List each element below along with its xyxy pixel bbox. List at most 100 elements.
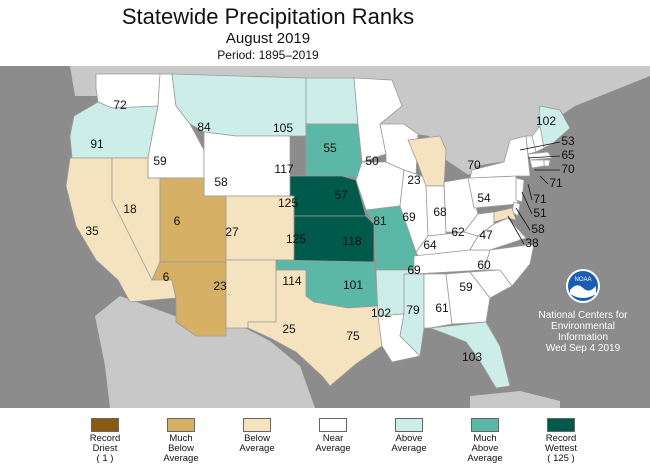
leader-line-rhode-island [539, 175, 549, 185]
leader-lines [507, 141, 561, 245]
leader-line-new-jersey [521, 191, 533, 215]
legend-item-much-below: Much Below Average [146, 418, 216, 464]
rank-label-michigan: 23 [407, 173, 421, 187]
rank-label-south-dakota: 117 [274, 162, 293, 176]
legend-swatch [471, 418, 499, 432]
state-south-dakota [305, 123, 363, 179]
rank-label-maryland: 38 [525, 236, 539, 250]
rank-label-missouri: 118 [342, 234, 361, 248]
state-iowa [355, 161, 405, 211]
legend-swatch [243, 418, 271, 432]
legend-label: Below Average [239, 433, 275, 454]
rank-label-illinois: 81 [373, 214, 387, 228]
rank-label-kansas: 125 [286, 232, 306, 246]
legend-swatch [395, 418, 423, 432]
state-georgia [445, 271, 491, 325]
legend-swatch [167, 418, 195, 432]
rank-label-new-hampshire: 53 [561, 134, 575, 148]
legend-label: Much Above Average [467, 433, 503, 464]
legend-label: Above Average [391, 433, 427, 454]
legend-item-below: Below Average [222, 418, 292, 454]
rank-label-washington: 72 [113, 98, 127, 112]
rank-label-connecticut: 71 [533, 192, 547, 206]
rank-label-wisconsin: 50 [365, 154, 379, 168]
states-layer [65, 73, 571, 389]
rank-label-arkansas: 101 [343, 278, 363, 292]
rank-label-massachusetts: 70 [561, 162, 575, 176]
rank-label-north-dakota: 105 [273, 121, 293, 135]
noaa-date: Wed Sep 4 2019 [545, 343, 621, 354]
legend-swatch [547, 418, 575, 432]
map-period: Period: 1895–2019 [217, 48, 319, 62]
map-panel: 72 91 35 59 18 84 58 6 6 27 23 105 117 125 125 114 25 55 5… [0, 66, 650, 408]
rank-label-oregon: 91 [90, 137, 104, 151]
map-subtitle: August 2019 [225, 30, 311, 47]
cuba-land [470, 391, 560, 408]
leader-line-vermont [527, 155, 561, 159]
rank-label-montana: 84 [197, 120, 211, 134]
legend-item-record-wettest: Record Wettest ( 125 ) [526, 418, 596, 464]
state-texas [247, 269, 383, 387]
rank-label-idaho: 59 [153, 154, 167, 168]
noaa-logo-text: NOAA [574, 277, 591, 283]
legend-swatch [319, 418, 347, 432]
state-maryland [493, 207, 517, 223]
legend-swatch [91, 418, 119, 432]
mexico-land [95, 296, 315, 408]
header: Statewide Precipitation Ranks August 201… [0, 0, 536, 63]
rank-label-colorado: 27 [225, 225, 239, 239]
rank-labels: 72 91 35 59 18 84 58 6 6 27 23 105 117 125 125 114 25 55 5… [85, 98, 575, 364]
leader-line-new-hampshire [519, 141, 561, 151]
noaa-credit: NOAA National Centers for Environmental … [520, 268, 646, 354]
state-vermont [525, 135, 537, 155]
rank-label-indiana: 69 [402, 210, 416, 224]
state-florida [429, 321, 511, 389]
leader-line-connecticut [527, 183, 533, 201]
rank-label-west-virginia: 62 [451, 225, 465, 239]
state-kansas [293, 215, 375, 263]
rank-label-minnesota: 55 [323, 141, 337, 155]
rank-label-nevada: 18 [123, 202, 137, 216]
rank-label-wyoming: 58 [214, 175, 228, 189]
rank-label-north-carolina: 60 [477, 258, 491, 272]
rank-label-tennessee: 69 [407, 263, 421, 277]
state-pennsylvania [467, 175, 519, 209]
legend-label: Record Driest ( 1 ) [89, 433, 121, 464]
noaa-line2: Environmental [551, 321, 615, 332]
rank-label-california: 35 [85, 224, 99, 238]
rank-label-new-york: 70 [467, 158, 481, 172]
state-new-jersey [515, 177, 525, 203]
rank-label-new-jersey: 51 [533, 206, 547, 220]
rank-label-kentucky: 64 [423, 238, 437, 252]
rank-label-nebraska: 125 [278, 196, 298, 210]
rank-label-ohio: 68 [433, 205, 447, 219]
map-title: Statewide Precipitation Ranks [121, 4, 415, 29]
legend: Record Driest ( 1 ) Much Below Average B… [0, 412, 650, 475]
rank-label-mississippi: 102 [371, 306, 391, 320]
state-connecticut [529, 159, 545, 169]
rank-label-maine: 102 [536, 114, 556, 128]
rank-label-florida: 103 [462, 350, 482, 364]
state-washington [95, 73, 161, 109]
legend-label: Near Average [315, 433, 351, 454]
state-new-york [469, 135, 531, 179]
state-rhode-island [543, 159, 551, 167]
rank-label-virginia: 47 [479, 228, 493, 242]
rank-label-south-carolina: 59 [459, 280, 473, 294]
legend-label: Much Below Average [163, 433, 199, 464]
legend-item-above: Above Average [374, 418, 444, 454]
leader-line-delaware [515, 207, 531, 231]
noaa-logo: NOAA [565, 268, 601, 304]
legend-item-much-above: Much Above Average [450, 418, 520, 464]
rank-label-utah: 6 [174, 214, 181, 228]
legend-item-record-driest: Record Driest ( 1 ) [70, 418, 140, 464]
rank-label-rhode-island: 71 [549, 176, 563, 190]
rank-label-pennsylvania: 54 [477, 191, 491, 205]
legend-label: Record Wettest ( 125 ) [544, 433, 578, 464]
rank-label-delaware: 58 [531, 222, 545, 236]
leader-line-maryland [507, 215, 525, 245]
rank-label-new-mexico: 23 [213, 279, 227, 293]
state-alabama [423, 273, 453, 329]
noaa-line1: National Centers for [538, 310, 628, 321]
noaa-line3: Information [557, 332, 609, 343]
